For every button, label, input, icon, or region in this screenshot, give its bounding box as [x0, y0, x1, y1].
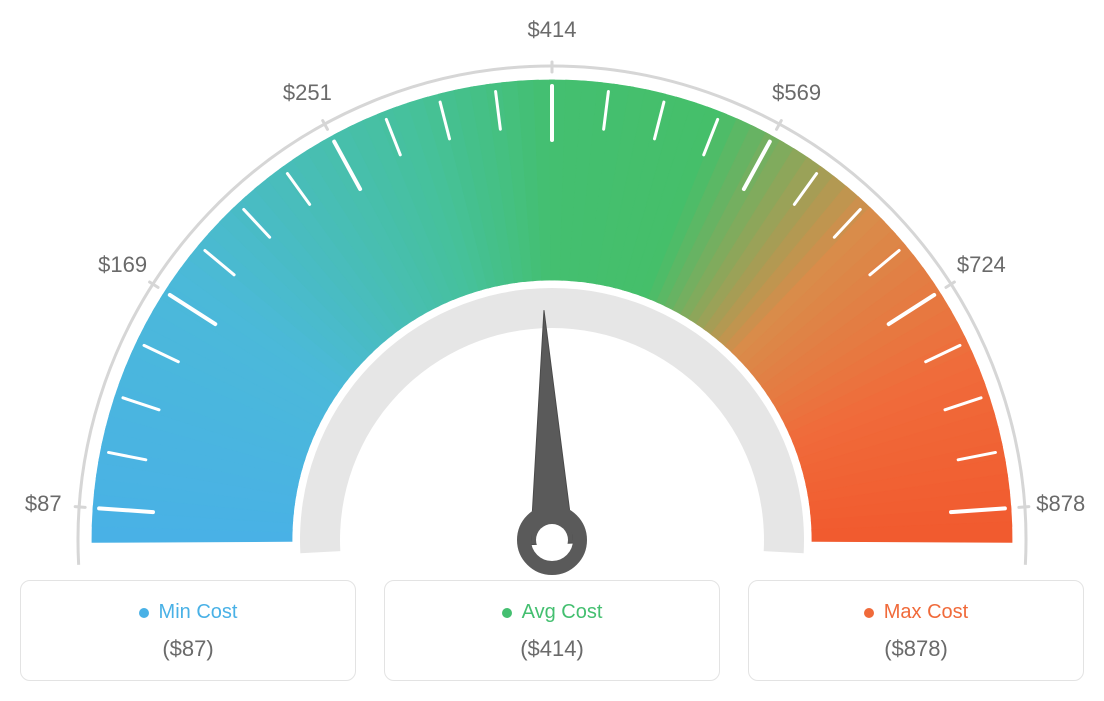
gauge-tick-label: $569 [772, 80, 821, 106]
gauge-tick-label: $87 [25, 491, 62, 517]
summary-cards: Min Cost ($87) Avg Cost ($414) Max Cost … [20, 580, 1084, 681]
avg-cost-title: Avg Cost [502, 601, 603, 624]
max-cost-card: Max Cost ($878) [748, 580, 1084, 681]
gauge-tick-label: $414 [528, 17, 577, 43]
min-cost-label: Min Cost [159, 601, 238, 624]
gauge-tick-label: $724 [957, 252, 1006, 278]
avg-cost-card: Avg Cost ($414) [384, 580, 720, 681]
min-cost-card: Min Cost ($87) [20, 580, 356, 681]
min-cost-title: Min Cost [139, 601, 238, 624]
gauge-tick-label: $878 [1036, 491, 1085, 517]
max-cost-value: ($878) [884, 636, 948, 662]
avg-cost-value: ($414) [520, 636, 584, 662]
min-cost-value: ($87) [162, 636, 213, 662]
gauge-tick-label: $251 [283, 80, 332, 106]
min-dot-icon [139, 608, 149, 618]
max-dot-icon [864, 608, 874, 618]
gauge-tick-label: $169 [98, 252, 147, 278]
avg-dot-icon [502, 608, 512, 618]
max-cost-label: Max Cost [884, 601, 968, 624]
cost-gauge: $87 $169 $251 $414 $569 $724 $878 [20, 20, 1084, 580]
avg-cost-label: Avg Cost [522, 601, 603, 624]
max-cost-title: Max Cost [864, 601, 968, 624]
